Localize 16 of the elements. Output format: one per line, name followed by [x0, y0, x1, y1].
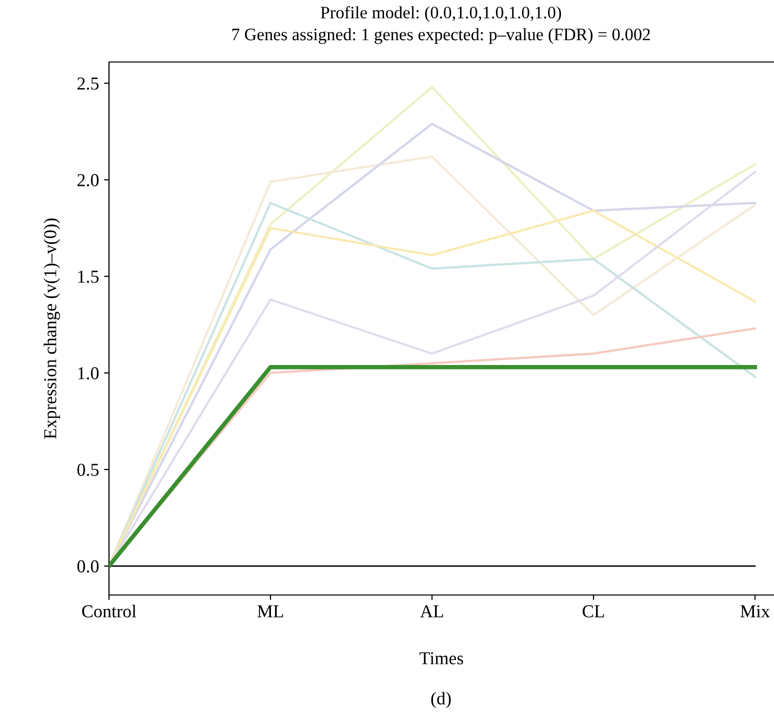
x-tick-label: Control	[82, 604, 136, 618]
y-tick-label: 1.5	[78, 270, 99, 283]
y-tick-label: 0.5	[77, 464, 99, 476]
x-tick-label: ML	[257, 605, 283, 618]
chart-subtitle: 7 Genes assigned: 1 genes expected: p–value (FDR) = 0.002	[232, 28, 650, 44]
x-tick-label: CL	[582, 605, 604, 618]
y-tick-label: 2.0	[78, 174, 99, 186]
chart-title: Profile model: (0.0,1.0,1.0,1.0,1.0)	[320, 6, 562, 22]
y-axis-title: Expression change (v(1)–v(0))	[44, 218, 60, 439]
y-tick-label: 0.0	[77, 560, 99, 573]
x-axis-title: Times	[420, 652, 464, 664]
y-tick-label: 1.0	[78, 367, 99, 380]
y-tick-label: 2.5	[78, 78, 99, 90]
x-tick-label: AL	[420, 605, 443, 618]
text: (d)	[431, 692, 451, 708]
x-tick-label: Mix	[740, 605, 770, 618]
